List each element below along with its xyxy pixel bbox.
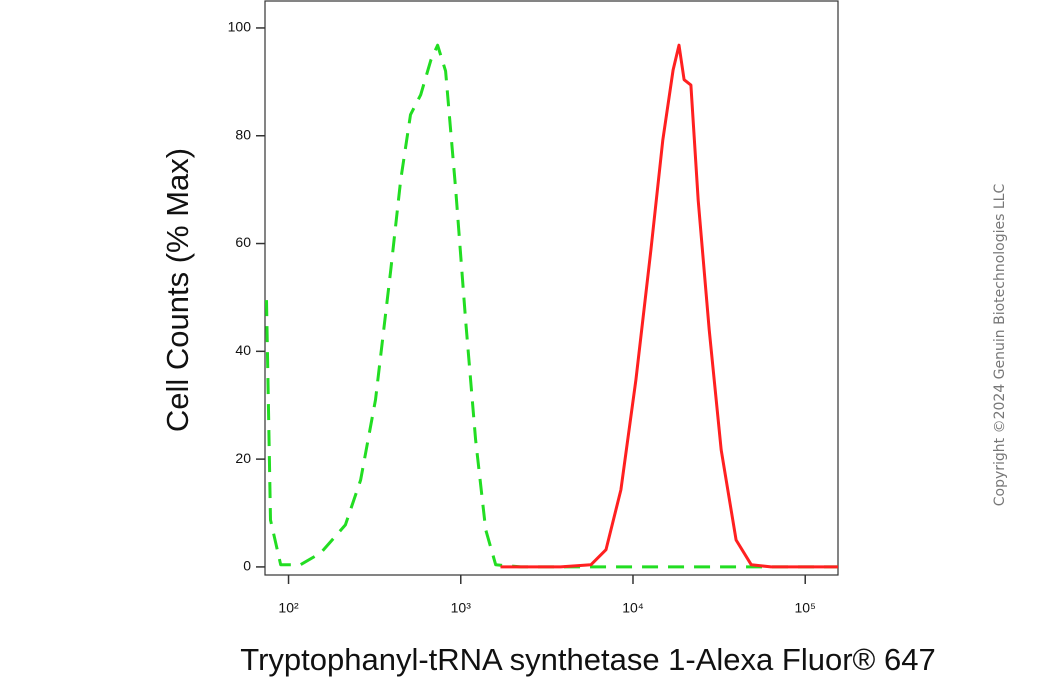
y-axis-title: Cell Counts (% Max) bbox=[160, 148, 195, 432]
series-line bbox=[265, 43, 838, 569]
plot-frame bbox=[264, 0, 839, 576]
y-tick-label: 20 bbox=[235, 450, 251, 466]
x-tick-label: 10⁴ bbox=[622, 600, 644, 616]
x-tick-label: 10⁵ bbox=[795, 600, 816, 616]
series-line bbox=[500, 43, 838, 569]
x-axis-title: Tryptophanyl-tRNA synthetase 1-Alexa Flu… bbox=[240, 642, 935, 677]
x-tick-label: 10³ bbox=[451, 600, 472, 616]
x-tick-label: 10² bbox=[278, 600, 299, 616]
y-tick-label: 80 bbox=[235, 126, 251, 142]
copyright: Copyright ©2024 Genuin Biotechnologies L… bbox=[992, 184, 1008, 507]
y-tick-label: 100 bbox=[228, 19, 252, 35]
y-tick-label: 60 bbox=[235, 234, 251, 250]
y-tick-label: 0 bbox=[243, 558, 251, 574]
y-tick-label: 40 bbox=[235, 342, 251, 358]
